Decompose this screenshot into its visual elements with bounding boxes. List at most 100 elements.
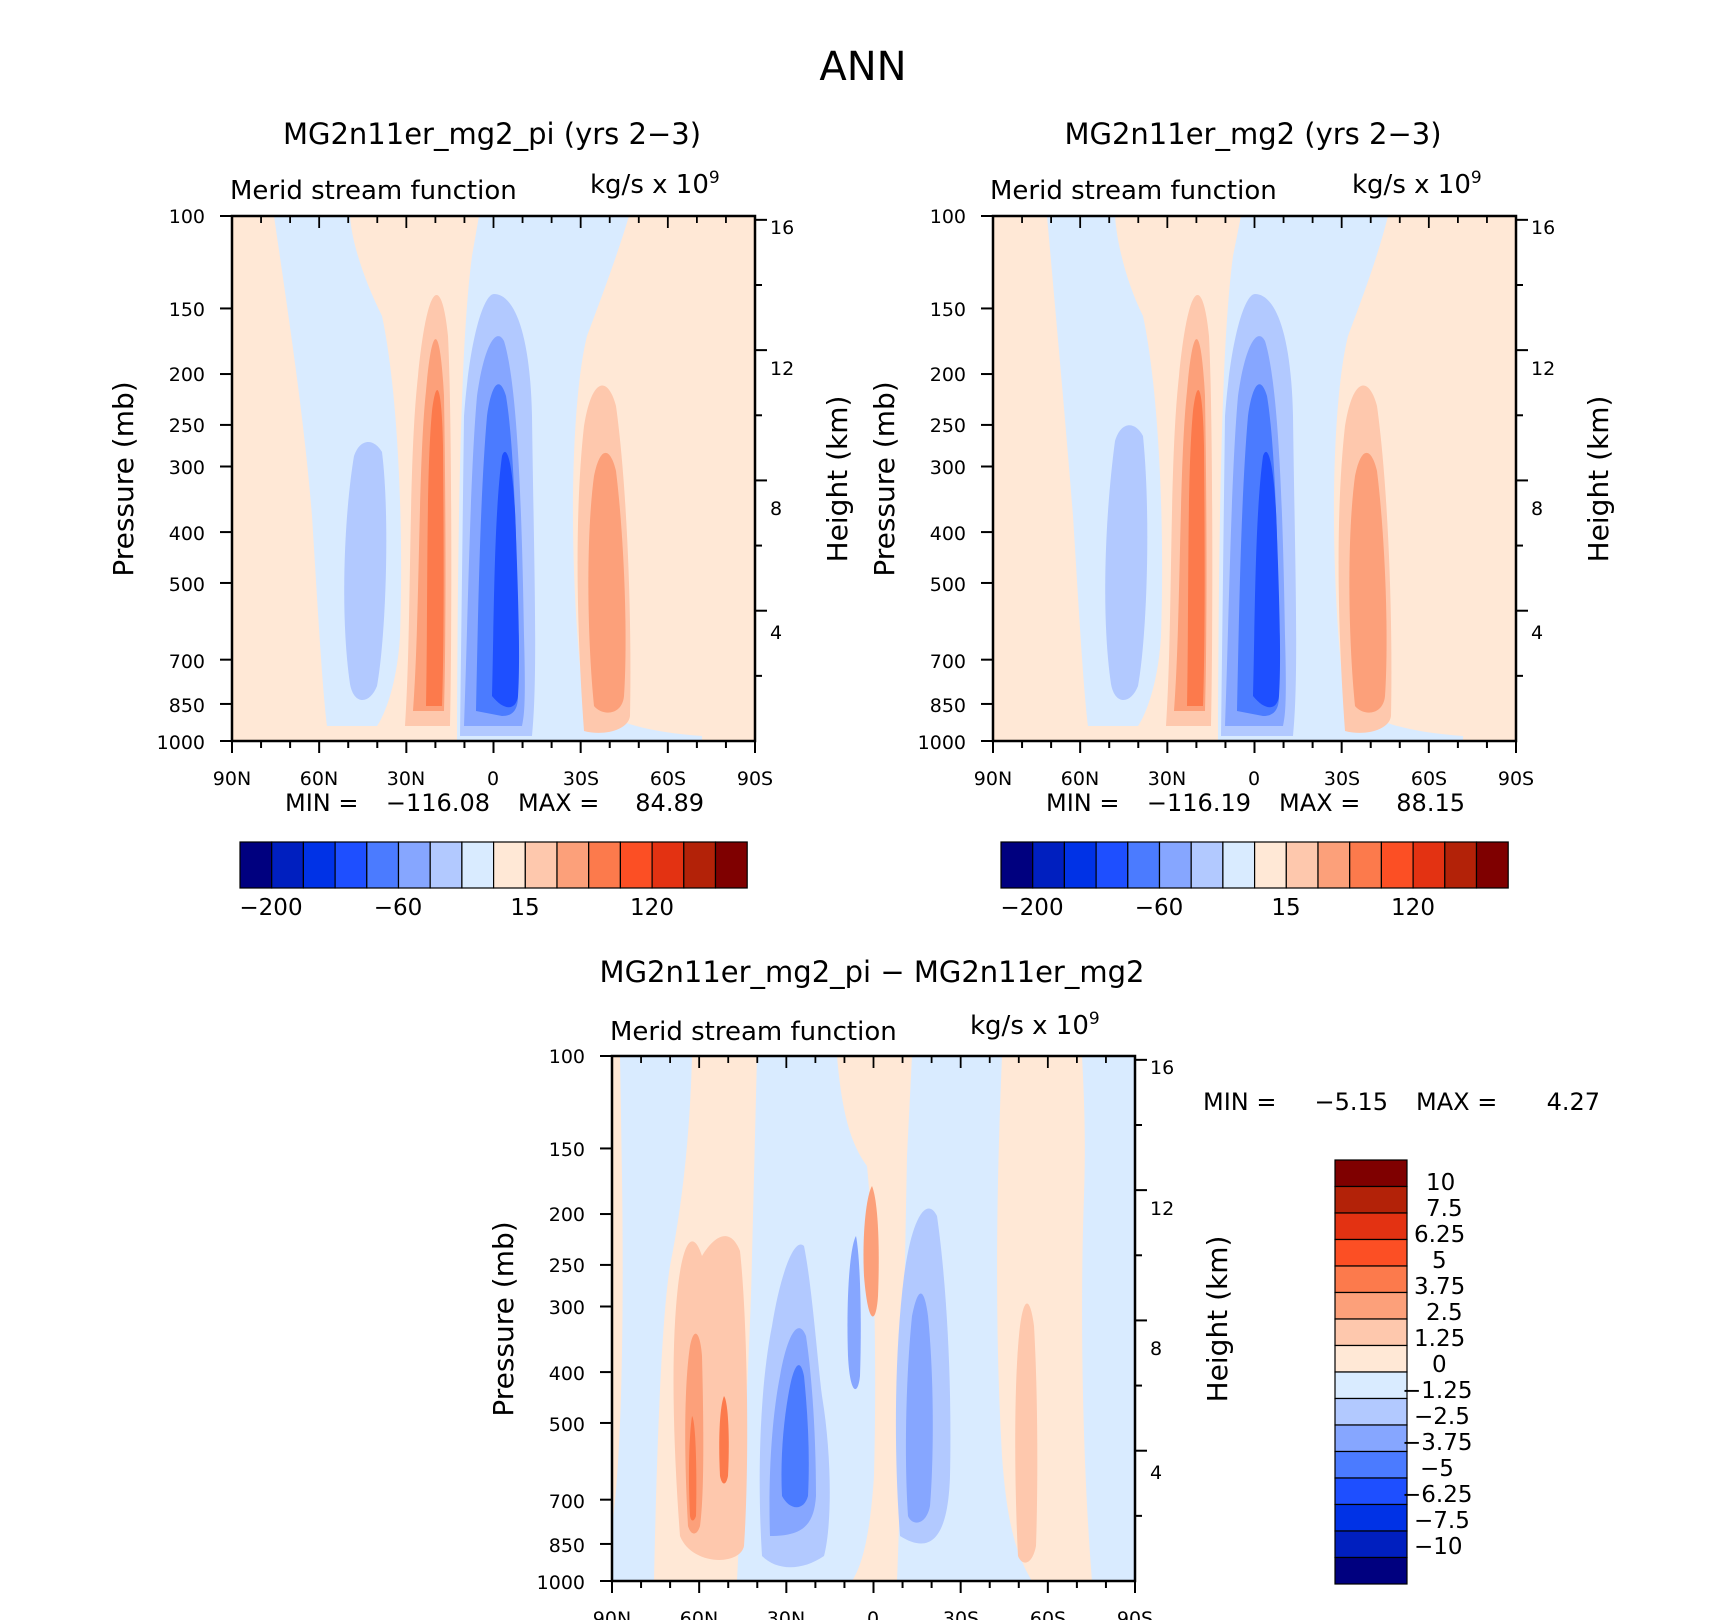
panel-1-ylabel: Pressure (mb) — [107, 381, 140, 576]
panel-2-ytick: 100 — [930, 206, 966, 228]
panel-2-nh-hadley-3 — [1187, 389, 1205, 706]
panel-2-colorbar-labels: −200 −60 15 120 — [1000, 895, 1435, 921]
panel-1: MG2n11er_mg2_pi (yrs 2−3) Merid stream f… — [107, 117, 854, 921]
colorbar-swatch — [271, 841, 305, 889]
panel-1-stats: MIN = −116.08 MAX = 84.89 — [285, 789, 704, 817]
colorbar-swatch — [1334, 1371, 1408, 1400]
panel-2-xtick: 90S — [1498, 768, 1534, 790]
panel-1-ytick: 700 — [169, 651, 205, 673]
panel-1-title: MG2n11er_mg2_pi (yrs 2−3) — [283, 117, 701, 151]
colorbar-swatch — [1444, 841, 1478, 889]
panel-1-cbar-label: −60 — [374, 895, 423, 921]
panel-2-nh-ferrel-2 — [1105, 425, 1148, 700]
colorbar-swatch — [239, 841, 273, 889]
panel-2-y-ticks: 100 150 200 250 300 400 500 700 850 1000 — [918, 206, 966, 754]
colorbar-swatch — [1285, 841, 1319, 889]
colorbar-swatch — [1334, 1556, 1408, 1585]
colorbar-swatch — [302, 841, 336, 889]
panel-1-ytick: 250 — [169, 415, 205, 437]
panel-2-cbar-label: 15 — [1271, 895, 1300, 921]
panel-3-cbar-label: −10 — [1414, 1534, 1463, 1560]
colorbar-swatch — [1253, 841, 1287, 889]
colorbar-swatch — [524, 841, 558, 889]
panel-3-ytick: 850 — [549, 1535, 585, 1557]
panel-2-min-value: −116.19 — [1147, 789, 1251, 817]
panel-3-xtick: 60S — [1030, 1608, 1066, 1620]
colorbar-swatch — [1334, 1397, 1408, 1426]
panel-3-max-label: MAX = — [1416, 1088, 1497, 1116]
panel-2-ytick: 850 — [930, 695, 966, 717]
panel-2-ytick: 200 — [930, 364, 966, 386]
panel-1-nh-ferrel-2 — [344, 441, 387, 700]
panel-2-xtick: 90N — [974, 768, 1012, 790]
panel-1-cbar-label: −200 — [239, 895, 302, 921]
panel-3-units: kg/s x 109 — [970, 1009, 1100, 1041]
page-title: ANN — [819, 44, 906, 90]
panel-2-ytick: 700 — [930, 651, 966, 673]
panel-1-ytick: 1000 — [157, 732, 205, 754]
panel-1-xtick: 60N — [300, 768, 338, 790]
panel-3-cbar-label: 0 — [1432, 1352, 1447, 1378]
panel-3-cbar-label: −7.5 — [1414, 1508, 1470, 1534]
panel-2-x-ticks: 90N 60N 30N 0 30S 60S 90S — [974, 768, 1534, 790]
panel-3-nh-pos-3 — [719, 1396, 729, 1484]
panel-1-ytick: 300 — [169, 457, 205, 479]
panel-3-xtick: 90N — [593, 1608, 631, 1620]
panel-3-height-tick: 8 — [1150, 1338, 1162, 1360]
colorbar-swatch — [1334, 1212, 1408, 1241]
panel-2-ytick: 250 — [930, 415, 966, 437]
panel-1-sh-ferrel-2 — [588, 452, 626, 713]
panel-1-min-value: −116.08 — [386, 789, 490, 817]
panel-3-tick-marks — [600, 1055, 1147, 1593]
colorbar-swatch — [1063, 841, 1097, 889]
panel-1-xtick: 60S — [650, 768, 686, 790]
panel-2-xtick: 30S — [1324, 768, 1360, 790]
panel-2-ytick: 1000 — [918, 732, 966, 754]
panel-2: MG2n11er_mg2 (yrs 2−3) Merid stream func… — [868, 117, 1615, 921]
panel-3-cbar-label: −6.25 — [1402, 1482, 1472, 1508]
panel-2-cbar-label: 120 — [1391, 895, 1435, 921]
panel-3-xtick: 60N — [680, 1608, 718, 1620]
colorbar-swatch — [556, 841, 590, 889]
panel-2-xtick: 60S — [1411, 768, 1447, 790]
panel-1-colorbar — [239, 841, 748, 889]
panel-3-height-tick: 16 — [1150, 1057, 1174, 1079]
panel-2-ytick: 150 — [930, 299, 966, 321]
panel-2-max-label: MAX = — [1279, 789, 1360, 817]
panel-3-ytick: 300 — [549, 1297, 585, 1319]
colorbar-swatch — [1222, 841, 1256, 889]
colorbar-swatch — [1334, 1477, 1408, 1506]
panel-3-colorbar — [1334, 1159, 1408, 1585]
panel-2-xtick: 30N — [1148, 768, 1186, 790]
panel-2-ylabel-right: Height (km) — [1582, 396, 1615, 563]
panel-2-cbar-label: −60 — [1135, 895, 1184, 921]
panel-2-max-value: 88.15 — [1396, 789, 1465, 817]
panel-1-ytick: 200 — [169, 364, 205, 386]
colorbar-swatch — [651, 841, 685, 889]
colorbar-swatch — [397, 841, 431, 889]
panel-3-cbar-label: −3.75 — [1402, 1430, 1472, 1456]
panel-2-title: MG2n11er_mg2 (yrs 2−3) — [1064, 117, 1441, 151]
colorbar-swatch — [1334, 1318, 1408, 1347]
panel-2-ytick: 500 — [930, 574, 966, 596]
panel-3-sh-neg-2 — [905, 1293, 933, 1523]
panel-1-plot-area — [232, 216, 755, 741]
panel-3-nh-neg-band — [612, 1056, 692, 1581]
colorbar-swatch — [1475, 841, 1509, 889]
panel-3-stats: MIN = −5.15 MAX = 4.27 — [1203, 1088, 1600, 1116]
colorbar-swatch — [429, 841, 463, 889]
panel-1-xtick: 30N — [387, 768, 425, 790]
panel-1-nh-hadley-3 — [426, 389, 444, 706]
panel-2-plot-area — [993, 216, 1516, 741]
colorbar-swatch — [1032, 841, 1065, 889]
panel-3-colorbar-labels: 10 7.5 6.25 5 3.75 2.5 1.25 0 −1.25 −2.5… — [1402, 1170, 1472, 1560]
panel-3-xtick: 30S — [943, 1608, 979, 1620]
colorbar-swatch — [1334, 1291, 1408, 1320]
panel-1-xtick: 90S — [737, 768, 773, 790]
colorbar-swatch — [1334, 1344, 1408, 1373]
panel-3-ytick: 250 — [549, 1255, 585, 1277]
panel-3-equatorial-neg — [847, 1236, 861, 1390]
panel-3-cbar-label: 10 — [1426, 1170, 1455, 1196]
panel-1-sh-hadley-4 — [492, 451, 520, 708]
panel-1-max-value: 84.89 — [635, 789, 704, 817]
